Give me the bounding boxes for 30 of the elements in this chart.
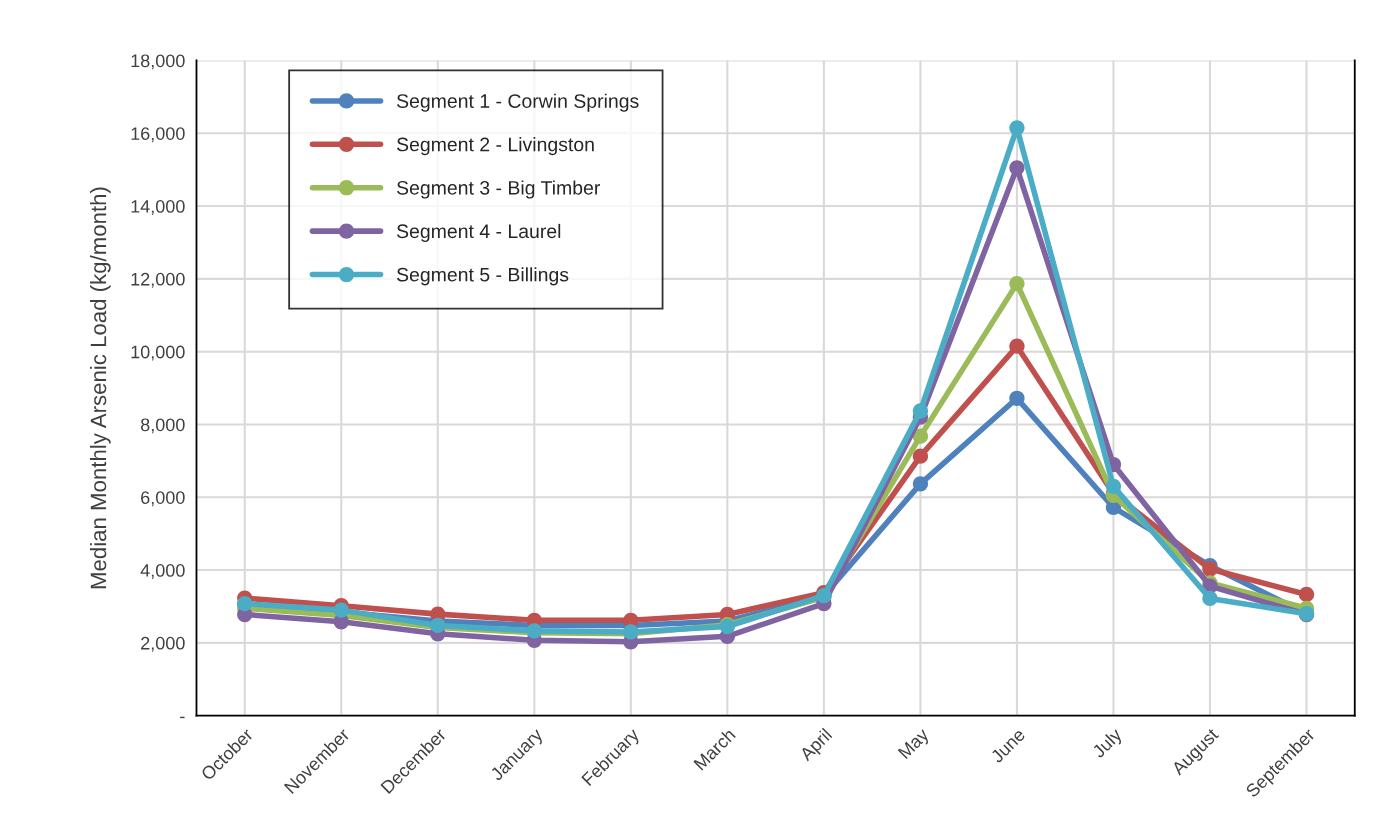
point: [1009, 390, 1025, 406]
point: [1202, 590, 1218, 607]
y-tick-label: 18,000: [131, 54, 185, 70]
y-tick-label: 6,000: [141, 491, 185, 507]
point: [912, 476, 929, 492]
y-tick-label: 4,000: [140, 564, 185, 579]
point: [912, 403, 929, 419]
point: [1009, 120, 1025, 136]
y-tick-label: 12,000: [131, 272, 185, 288]
legend-label: Segment 1 - Corwin Springs: [396, 93, 639, 112]
y-tick-label: 16,000: [131, 127, 185, 143]
point: [1009, 275, 1025, 292]
y-tick-label: -: [180, 716, 185, 719]
point: [1105, 478, 1122, 494]
y-tick-label: 2,000: [141, 636, 185, 652]
y-axis-title: Median Monthly Arsenic Load (kg/month): [89, 187, 111, 589]
legend-label: Segment 5 - Billings: [396, 267, 569, 286]
point: [912, 448, 929, 464]
legend-label: Segment 4 - Laurel: [396, 223, 561, 242]
legend-label: Segment 3 - Big Timber: [396, 180, 601, 199]
point: [912, 428, 929, 444]
y-tick-label: 14,000: [131, 200, 185, 215]
point: [1009, 338, 1025, 354]
point: [1009, 160, 1025, 176]
x-tick-label: July: [1090, 726, 1126, 762]
y-tick-label: 10,000: [131, 345, 185, 361]
y-tick-label: 8,000: [140, 418, 185, 434]
x-tick-label: May: [897, 727, 933, 762]
point: [1298, 586, 1315, 603]
legend-label: Segment 2 - Livingston: [396, 137, 594, 156]
